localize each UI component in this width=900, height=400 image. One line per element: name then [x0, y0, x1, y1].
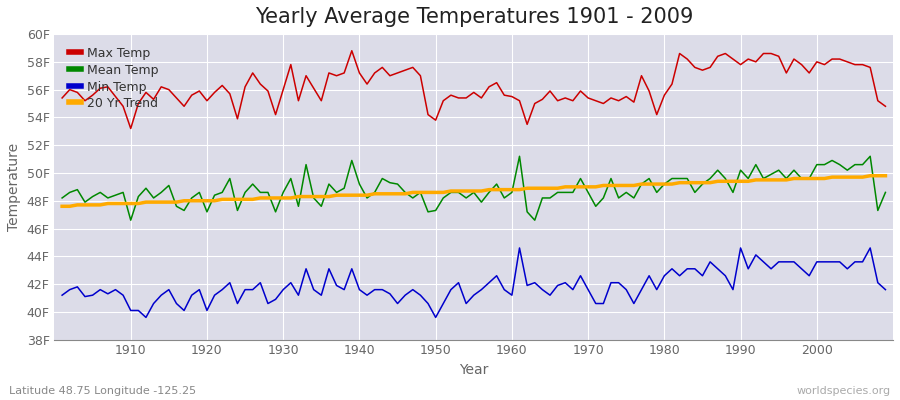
Legend: Max Temp, Mean Temp, Min Temp, 20 Yr Trend: Max Temp, Mean Temp, Min Temp, 20 Yr Tre… — [65, 43, 163, 114]
X-axis label: Year: Year — [459, 363, 489, 377]
Title: Yearly Average Temperatures 1901 - 2009: Yearly Average Temperatures 1901 - 2009 — [255, 7, 693, 27]
Y-axis label: Temperature: Temperature — [7, 143, 21, 231]
Text: Latitude 48.75 Longitude -125.25: Latitude 48.75 Longitude -125.25 — [9, 386, 196, 396]
Text: worldspecies.org: worldspecies.org — [796, 386, 891, 396]
